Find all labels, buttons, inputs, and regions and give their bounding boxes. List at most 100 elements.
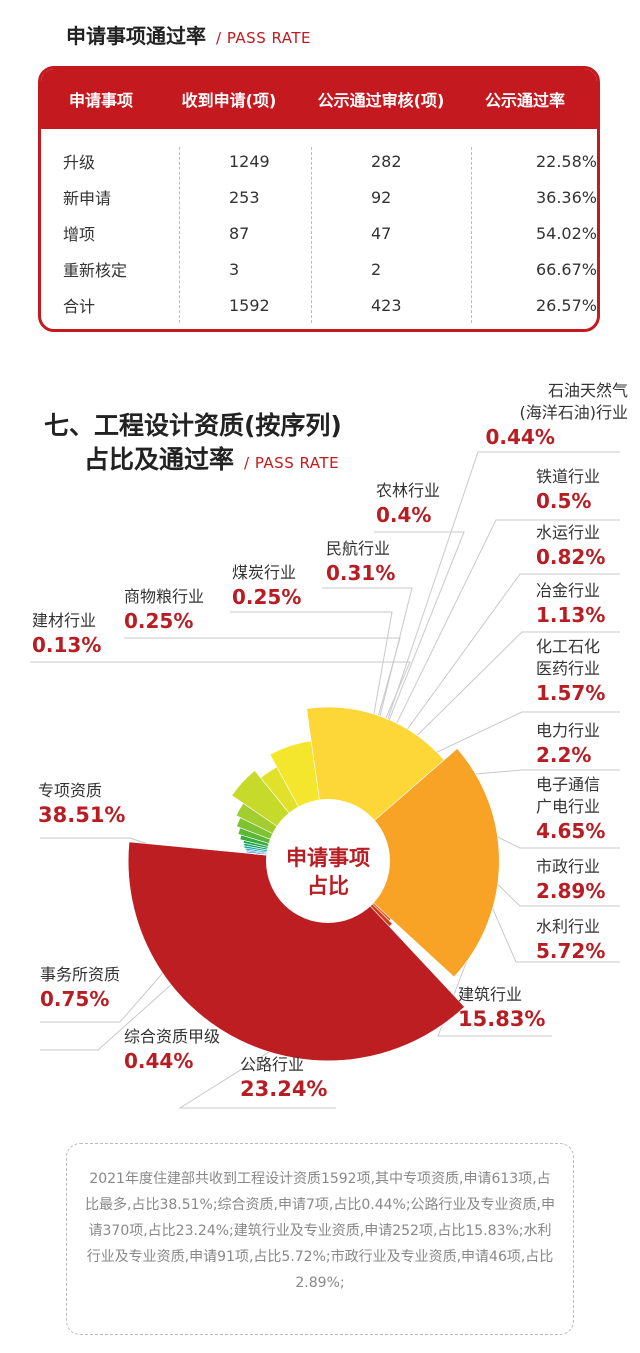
label-text: 水运行业 bbox=[536, 523, 601, 542]
label-text: 民航行业 bbox=[326, 539, 391, 558]
slice-label-shizheng: 市政行业 2.89% bbox=[536, 856, 605, 904]
label-text: 市政行业 bbox=[536, 857, 601, 876]
label-text: 冶金行业 bbox=[536, 581, 601, 600]
slice-value: 2.2% bbox=[536, 743, 592, 767]
label-text: 专项资质 bbox=[38, 781, 103, 800]
label-text: 公路行业 bbox=[240, 1055, 305, 1074]
leader-line-yejin bbox=[373, 631, 620, 779]
label-text: 水利行业 bbox=[536, 917, 601, 936]
slice-value: 0.25% bbox=[232, 585, 302, 609]
cell-received: 253 bbox=[229, 187, 260, 207]
slice-value: 0.82% bbox=[536, 545, 606, 569]
cell-received: 1592 bbox=[229, 295, 270, 315]
slice-label-dianli: 电力行业 2.2% bbox=[536, 720, 600, 768]
pie-slice-1 bbox=[327, 748, 500, 978]
label-text: 医药行业 bbox=[536, 659, 601, 678]
cell-item: 新申请 bbox=[63, 189, 112, 208]
cell-rate: 66.67% bbox=[535, 259, 597, 279]
label-text: 煤炭行业 bbox=[232, 563, 297, 582]
header-rate: 公示通过率 bbox=[484, 91, 565, 110]
slice-value: 2.89% bbox=[536, 879, 606, 903]
slice-label-shuili: 水利行业 5.72% bbox=[536, 916, 605, 964]
slice-label-gonglu: 公路行业 23.24% bbox=[240, 1054, 327, 1102]
table-title-text: 申请事项通过率 bbox=[66, 24, 206, 48]
column-divider bbox=[311, 147, 312, 323]
slice-value: 4.65% bbox=[536, 819, 606, 843]
slice-label-meitan: 煤炭行业 0.25% bbox=[232, 562, 301, 610]
slice-value: 0.75% bbox=[40, 987, 110, 1011]
chart-title-line2: 占比及通过率 bbox=[84, 445, 235, 474]
cell-approved: 2 bbox=[371, 259, 382, 279]
cell-rate: 22.58% bbox=[535, 151, 597, 171]
leader-line-tiedao bbox=[369, 519, 620, 779]
slice-label-tiedao: 铁道行业 0.5% bbox=[536, 466, 600, 514]
slice-value: 0.13% bbox=[32, 633, 102, 657]
center-label-line1: 申请事项 bbox=[286, 846, 370, 870]
cell-approved: 423 bbox=[371, 295, 402, 315]
chart-title-line2-wrap: 占比及通过率 / PASS RATE bbox=[84, 440, 339, 476]
table-subtitle: / PASS RATE bbox=[216, 29, 312, 47]
leader-line-shuiyun bbox=[371, 573, 620, 779]
slice-label-dianzi: 电子通信 广电行业 4.65% bbox=[536, 774, 605, 844]
slice-label-shangwuliang: 商物粮行业 0.25% bbox=[124, 586, 204, 634]
label-text: 综合资质甲级 bbox=[124, 1027, 221, 1046]
slice-label-nonglin: 农林行业 0.4% bbox=[376, 480, 440, 528]
cell-received: 87 bbox=[229, 223, 250, 243]
slice-label-shuiyun: 水运行业 0.82% bbox=[536, 522, 605, 570]
cell-approved: 282 bbox=[371, 151, 402, 171]
cell-approved: 92 bbox=[371, 187, 392, 207]
slice-value: 23.24% bbox=[240, 1077, 328, 1101]
slice-value: 5.72% bbox=[536, 939, 606, 963]
pie-slice-4 bbox=[127, 841, 465, 1062]
slice-value: 15.83% bbox=[458, 1007, 546, 1031]
center-label-line2: 占比 bbox=[307, 874, 349, 898]
header-item: 申请事项 bbox=[68, 91, 133, 110]
slice-value: 1.57% bbox=[536, 681, 606, 705]
cell-item: 合计 bbox=[63, 297, 96, 316]
cell-received: 1249 bbox=[229, 151, 270, 171]
label-text: 电子通信 bbox=[536, 775, 601, 794]
slice-value: 0.5% bbox=[536, 489, 592, 513]
slice-label-zonghe: 综合资质甲级 0.44% bbox=[124, 1026, 220, 1074]
label-text: 事务所资质 bbox=[40, 965, 121, 984]
slice-label-zhuanxiang: 专项资质 38.51% bbox=[38, 780, 125, 828]
label-text: 化工石化 bbox=[536, 637, 601, 656]
table-section-title: 申请事项通过率 / PASS RATE bbox=[66, 20, 311, 49]
label-text: (海洋石油)行业 bbox=[519, 403, 629, 422]
label-text: 建筑行业 bbox=[458, 985, 523, 1004]
table-row: 增项 87 47 54.02% bbox=[41, 215, 597, 251]
leader-line-jianzhu bbox=[437, 957, 552, 1037]
slice-value: 0.31% bbox=[326, 561, 396, 585]
chart-subtitle: / PASS RATE bbox=[244, 454, 340, 472]
slice-label-shiyou: 石油天然气 (海洋石油)行业 0.44% bbox=[486, 380, 629, 450]
slice-label-minhang: 民航行业 0.31% bbox=[326, 538, 395, 586]
header-received: 收到申请(项) bbox=[181, 91, 277, 110]
label-text: 铁道行业 bbox=[536, 467, 601, 486]
column-divider bbox=[179, 147, 180, 323]
table-row: 合计 1592 423 26.57% bbox=[41, 287, 597, 323]
cell-item: 升级 bbox=[63, 153, 96, 172]
cell-rate: 54.02% bbox=[535, 223, 597, 243]
chart-title-line1: 七、工程设计资质(按序列) bbox=[44, 411, 342, 440]
cell-approved: 47 bbox=[371, 223, 392, 243]
label-text: 建材行业 bbox=[32, 611, 97, 630]
slice-label-jianzhu: 建筑行业 15.83% bbox=[458, 984, 545, 1032]
cell-item: 重新核定 bbox=[63, 261, 128, 280]
slice-label-shiwusuo: 事务所资质 0.75% bbox=[40, 964, 120, 1012]
leader-line-shiyou bbox=[367, 451, 620, 779]
slice-value: 1.13% bbox=[536, 603, 606, 627]
cell-rate: 26.57% bbox=[535, 295, 597, 315]
summary-note: 2021年度住建部共收到工程设计资质1592项,其中专项资质,申请613项,占比… bbox=[66, 1143, 574, 1335]
cell-item: 增项 bbox=[63, 225, 96, 244]
slice-value: 38.51% bbox=[38, 803, 126, 827]
cell-rate: 36.36% bbox=[535, 187, 597, 207]
table-header: 申请事项 收到申请(项) 公示通过审核(项) 公示通过率 bbox=[41, 69, 597, 129]
slice-value: 0.44% bbox=[124, 1049, 194, 1073]
table-row: 重新核定 3 2 66.67% bbox=[41, 251, 597, 287]
slice-label-yejin: 冶金行业 1.13% bbox=[536, 580, 605, 628]
slice-label-jiancai: 建材行业 0.13% bbox=[32, 610, 101, 658]
pie-center-hole bbox=[266, 799, 390, 923]
leader-line-nonglin bbox=[365, 531, 465, 779]
label-text: 电力行业 bbox=[536, 721, 601, 740]
